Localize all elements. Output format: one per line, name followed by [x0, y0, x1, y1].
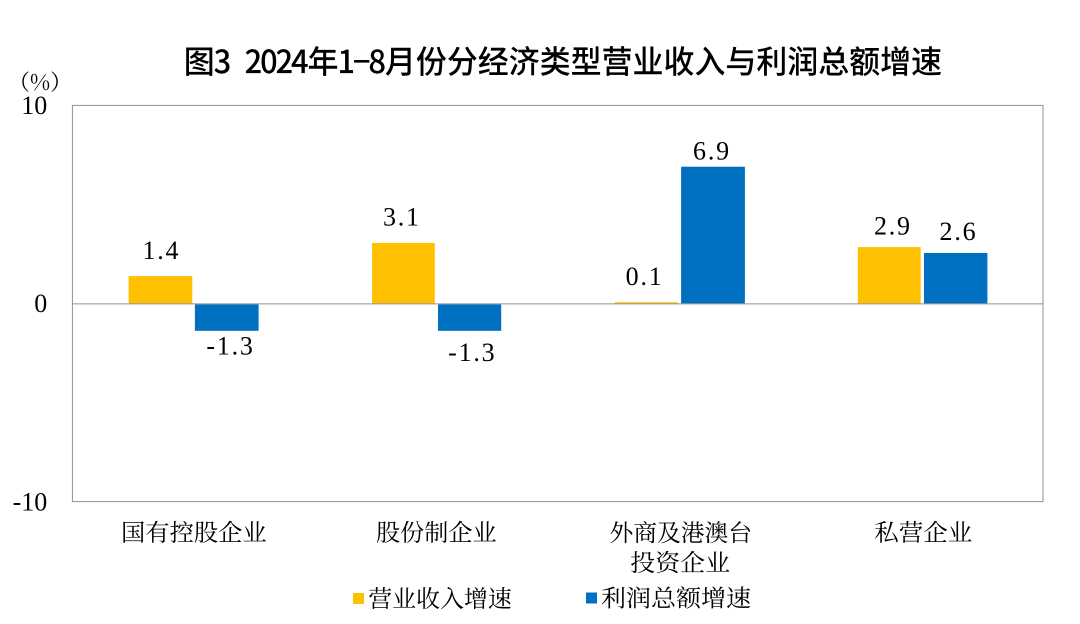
- svg-text:1.4: 1.4: [142, 236, 180, 265]
- svg-text:3.1: 3.1: [383, 202, 421, 231]
- svg-text:2.9: 2.9: [874, 212, 912, 241]
- svg-text:-10: -10: [13, 488, 48, 517]
- svg-text:-1.3: -1.3: [448, 338, 496, 367]
- svg-text:-1.3: -1.3: [206, 332, 254, 361]
- svg-text:6.9: 6.9: [693, 136, 731, 165]
- svg-text:0.1: 0.1: [626, 262, 664, 291]
- svg-text:10: 10: [21, 91, 47, 120]
- svg-text:0: 0: [34, 289, 47, 318]
- svg-text:2.6: 2.6: [940, 217, 978, 246]
